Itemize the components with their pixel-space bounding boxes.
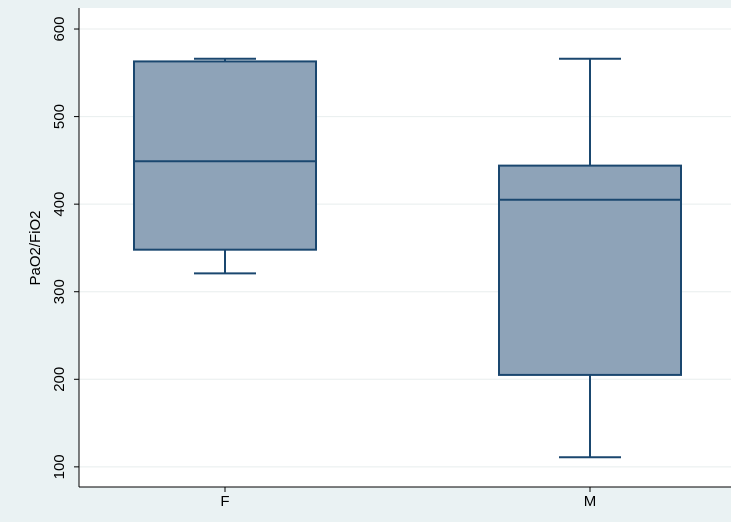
y-tick-label: 600 — [51, 17, 68, 42]
y-tick-label: 500 — [51, 104, 68, 129]
x-tick-label: M — [584, 493, 597, 510]
y-tick-label: 100 — [51, 454, 68, 479]
y-axis-label: PaO2/FiO2 — [27, 210, 44, 285]
y-tick-label: 300 — [51, 279, 68, 304]
y-tick-label: 400 — [51, 192, 68, 217]
box — [498, 164, 682, 376]
y-tick-label: 200 — [51, 367, 68, 392]
x-tick-label: F — [220, 493, 229, 510]
box — [133, 60, 317, 251]
